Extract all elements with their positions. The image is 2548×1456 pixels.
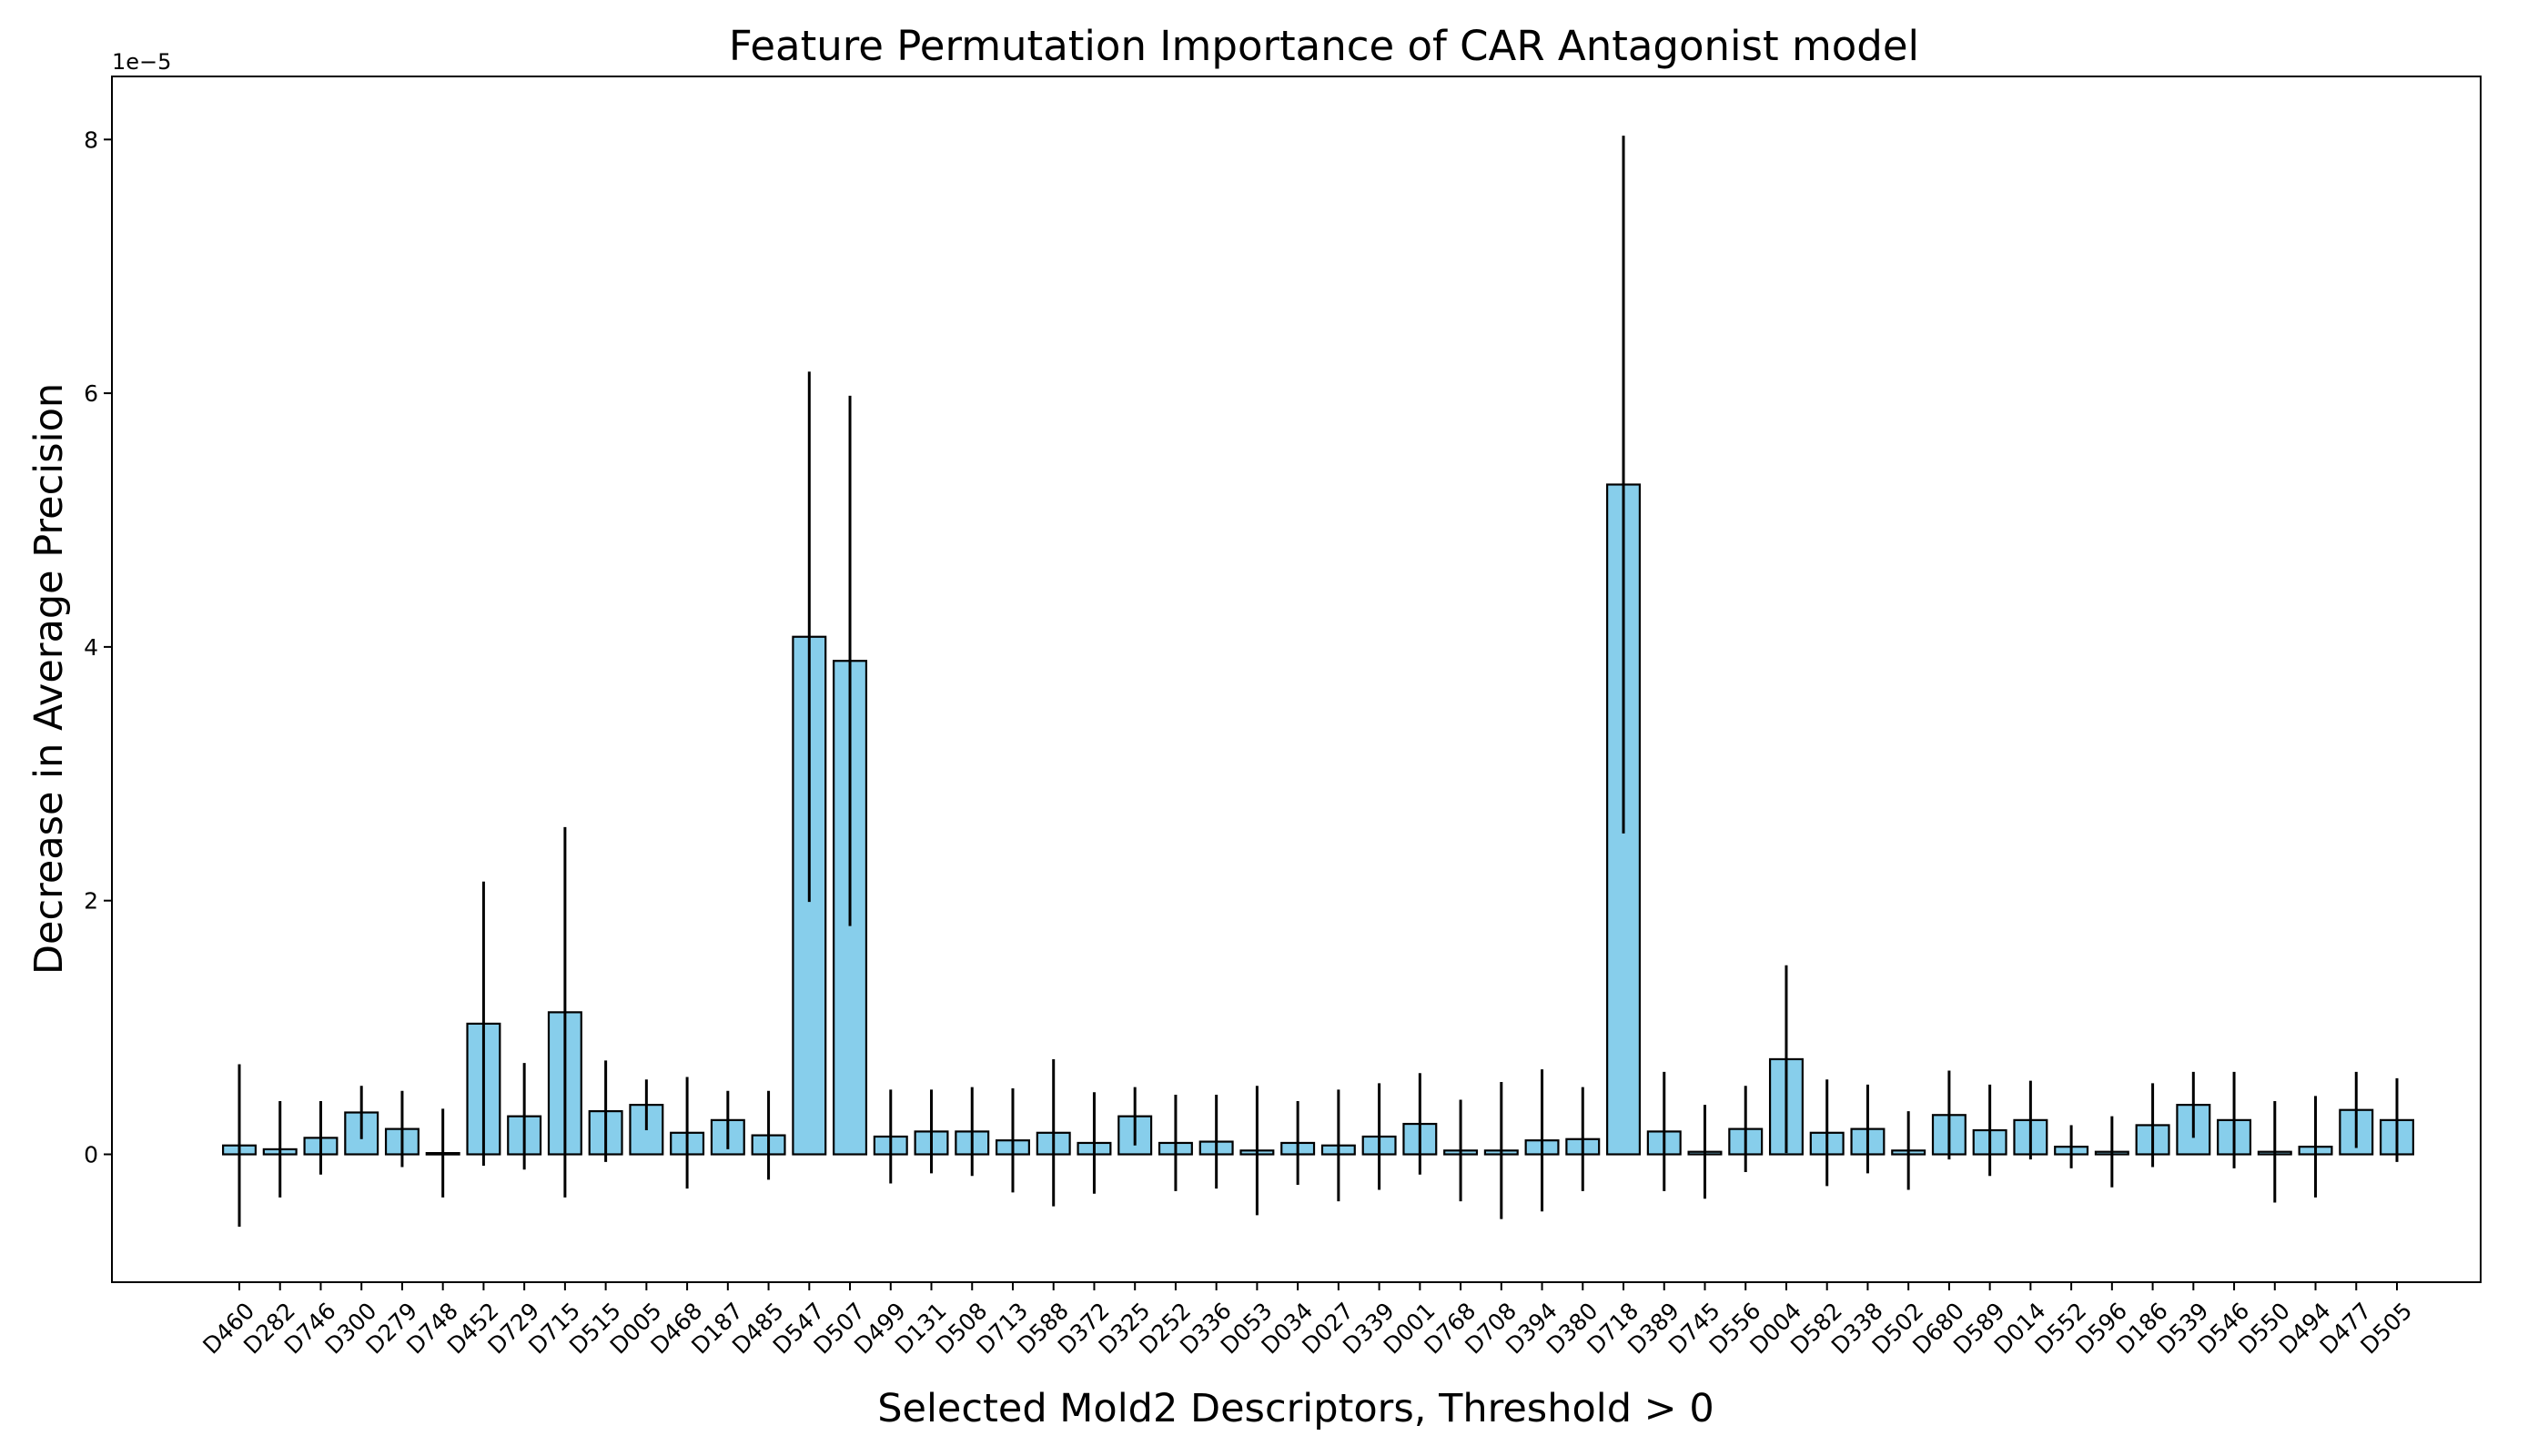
chart-title: Feature Permutation Importance of CAR An… bbox=[729, 22, 1919, 70]
bars-layer bbox=[222, 483, 2414, 1156]
y-ticks: 0 2 4 6 8 bbox=[84, 126, 112, 1168]
x-axis-label: Selected Mold2 Descriptors, Threshold > … bbox=[877, 1386, 1714, 1431]
y-tick-label: 6 bbox=[84, 380, 98, 407]
y-axis-label: Decrease in Average Precision bbox=[26, 383, 72, 975]
y-tick-label: 8 bbox=[84, 126, 98, 153]
x-ticks: D460D282D746D300D279D748D452D729D715D515… bbox=[197, 1282, 2417, 1360]
plot-frame bbox=[111, 76, 2482, 1283]
y-axis-offset-label: 1e−5 bbox=[112, 49, 171, 75]
error-bars-layer bbox=[238, 136, 2399, 1227]
y-tick-label: 0 bbox=[84, 1142, 98, 1168]
y-tick-label: 4 bbox=[84, 634, 98, 661]
y-tick-label: 2 bbox=[84, 888, 98, 915]
